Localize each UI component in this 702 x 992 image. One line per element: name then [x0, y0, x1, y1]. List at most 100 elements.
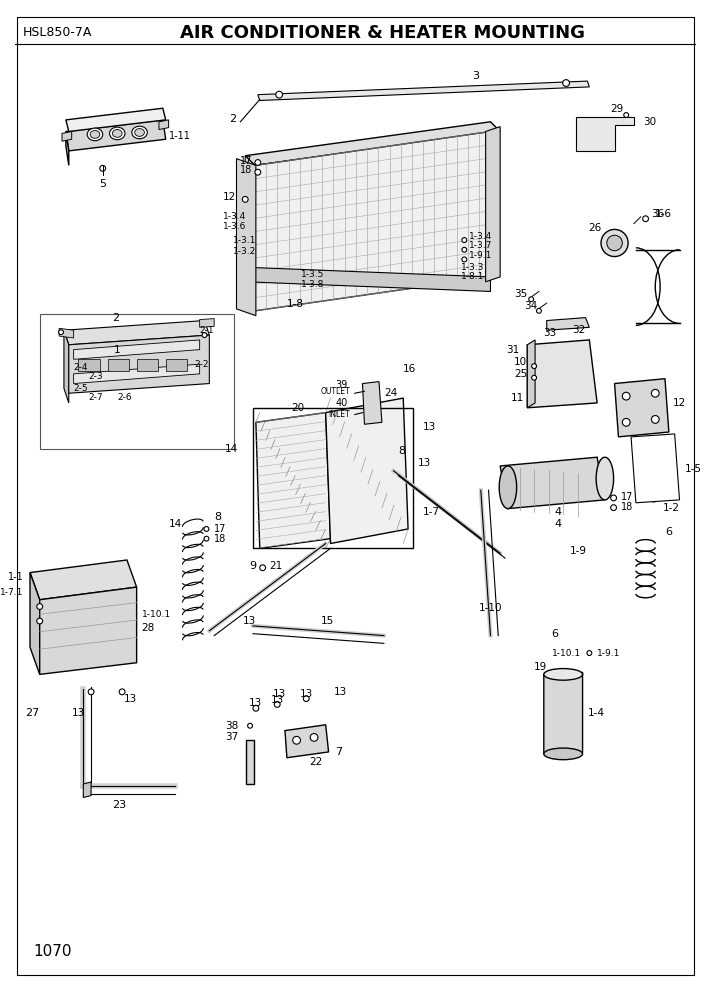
Polygon shape [527, 340, 535, 408]
Circle shape [248, 723, 253, 728]
Text: 28: 28 [142, 623, 154, 633]
Polygon shape [74, 340, 199, 359]
Text: 34: 34 [524, 301, 537, 311]
Text: 1-3.7: 1-3.7 [469, 241, 493, 250]
Circle shape [88, 688, 94, 694]
Polygon shape [258, 81, 590, 100]
Polygon shape [64, 320, 209, 345]
Text: 2-1: 2-1 [199, 325, 214, 334]
Text: 1-3.4: 1-3.4 [223, 212, 246, 221]
Circle shape [529, 297, 534, 302]
Polygon shape [62, 132, 72, 141]
Circle shape [310, 733, 318, 741]
Text: 6: 6 [665, 527, 672, 537]
Text: 1-3.2: 1-3.2 [232, 247, 256, 256]
Polygon shape [544, 673, 583, 754]
Bar [246, 740, 254, 784]
Text: 23: 23 [112, 801, 126, 810]
Text: 1-8.1: 1-8.1 [461, 273, 485, 282]
Polygon shape [245, 122, 500, 166]
Ellipse shape [112, 130, 122, 137]
Polygon shape [84, 782, 91, 798]
Text: 32: 32 [572, 325, 585, 335]
Text: 31: 31 [506, 344, 519, 354]
Polygon shape [66, 132, 69, 166]
Circle shape [37, 603, 43, 609]
Circle shape [255, 170, 260, 176]
Text: 1-7: 1-7 [423, 507, 439, 517]
Text: 16: 16 [403, 364, 416, 374]
Polygon shape [614, 379, 669, 436]
Circle shape [587, 651, 592, 656]
Circle shape [462, 247, 467, 252]
Polygon shape [362, 382, 382, 425]
Text: 17: 17 [239, 156, 252, 166]
Text: 2-3: 2-3 [88, 372, 102, 381]
Circle shape [601, 229, 628, 257]
Text: 8: 8 [398, 446, 406, 456]
Polygon shape [30, 572, 40, 675]
Circle shape [253, 705, 259, 711]
Text: 40: 40 [336, 398, 348, 408]
Text: 37: 37 [225, 732, 239, 742]
Circle shape [462, 257, 467, 262]
Text: 2-5: 2-5 [74, 384, 88, 393]
Text: 4: 4 [555, 519, 562, 529]
Text: 18: 18 [240, 166, 252, 176]
Circle shape [462, 238, 467, 242]
Text: 2-7: 2-7 [88, 393, 102, 402]
Circle shape [303, 695, 309, 701]
Text: 18: 18 [621, 502, 634, 512]
Text: 17: 17 [214, 524, 227, 534]
Circle shape [119, 688, 125, 694]
Text: 20: 20 [292, 403, 305, 413]
Text: 7: 7 [336, 747, 343, 757]
Text: 1-8: 1-8 [287, 299, 304, 310]
Text: 13: 13 [124, 693, 138, 703]
Text: 35: 35 [514, 290, 527, 300]
Circle shape [642, 216, 649, 221]
Text: 1-9.1: 1-9.1 [597, 649, 621, 658]
Polygon shape [159, 120, 168, 130]
Text: 13: 13 [423, 423, 436, 433]
Text: 2: 2 [230, 114, 237, 124]
Text: 14: 14 [169, 519, 183, 529]
Polygon shape [66, 108, 166, 132]
Polygon shape [631, 434, 680, 503]
Ellipse shape [132, 126, 147, 139]
Text: 2-4: 2-4 [74, 362, 88, 372]
Ellipse shape [87, 128, 102, 141]
Text: 22: 22 [309, 757, 322, 767]
Circle shape [37, 618, 43, 624]
Text: 38: 38 [225, 721, 239, 731]
Text: 29: 29 [610, 104, 623, 114]
Text: 2-2: 2-2 [194, 360, 209, 369]
Text: 15: 15 [321, 616, 334, 626]
Text: 17: 17 [621, 492, 634, 502]
Ellipse shape [596, 457, 614, 500]
Text: AIR CONDITIONER & HEATER MOUNTING: AIR CONDITIONER & HEATER MOUNTING [180, 24, 585, 42]
Text: 19: 19 [534, 662, 548, 672]
Text: 1-1: 1-1 [8, 572, 23, 582]
Text: 1-3.3: 1-3.3 [461, 263, 485, 272]
Circle shape [204, 537, 209, 541]
Polygon shape [30, 559, 137, 600]
Bar [166, 359, 187, 371]
Text: 1-3.1: 1-3.1 [232, 235, 256, 245]
Polygon shape [199, 318, 214, 327]
Text: 1-6: 1-6 [655, 209, 673, 219]
Text: 13: 13 [333, 686, 347, 696]
Polygon shape [69, 335, 209, 393]
Circle shape [624, 113, 628, 117]
Circle shape [202, 332, 207, 337]
Circle shape [260, 564, 265, 570]
Text: 18: 18 [214, 534, 227, 544]
Ellipse shape [544, 669, 583, 681]
Text: 6: 6 [552, 629, 559, 639]
Circle shape [531, 375, 536, 380]
Circle shape [204, 527, 209, 532]
Circle shape [242, 196, 248, 202]
Text: 1-9: 1-9 [570, 547, 587, 557]
Polygon shape [500, 457, 605, 509]
Text: 4: 4 [555, 507, 562, 517]
